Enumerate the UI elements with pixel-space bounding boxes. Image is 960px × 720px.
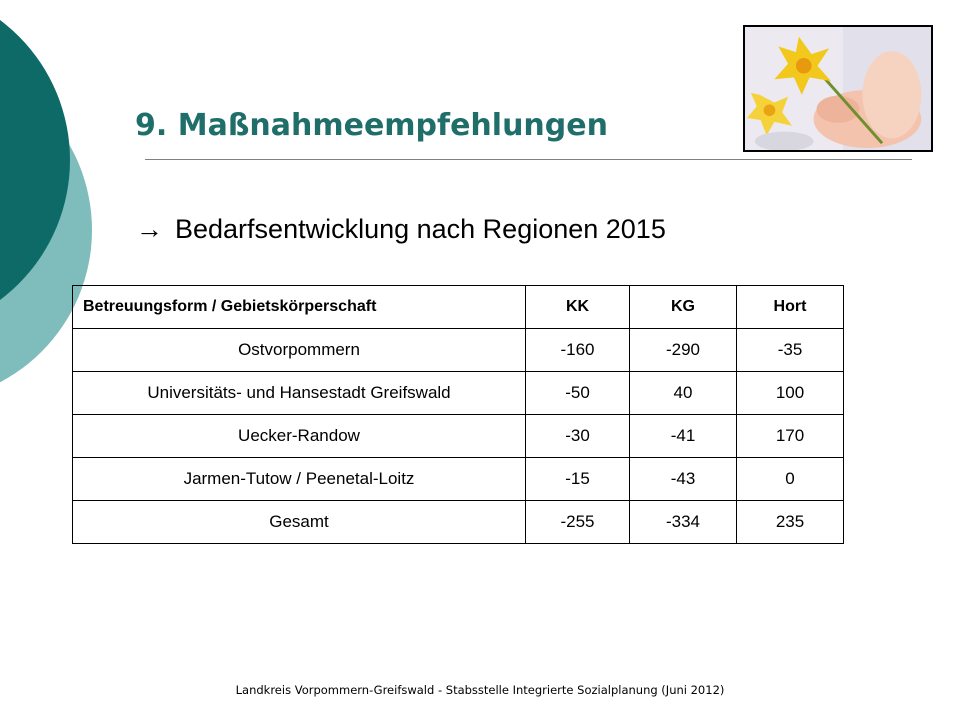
kk-cell: -50 <box>525 371 630 415</box>
table-row: Universitäts- und Hansestadt Greifswald … <box>72 371 844 415</box>
region-cell: Uecker-Randow <box>72 414 526 458</box>
region-cell: Gesamt <box>72 500 526 544</box>
hort-cell: 100 <box>736 371 844 415</box>
footer-text: Landkreis Vorpommern-Greifswald - Stabss… <box>235 683 725 697</box>
kk-cell: -160 <box>525 328 630 372</box>
header-kg: KG <box>629 285 737 329</box>
title-divider <box>145 159 912 160</box>
kk-cell: -30 <box>525 414 630 458</box>
kg-cell: 40 <box>629 371 737 415</box>
table-row-total: Gesamt -255 -334 235 <box>72 500 844 544</box>
hort-cell: -35 <box>736 328 844 372</box>
demand-table: Betreuungsform / Gebietskörperschaft KK … <box>72 285 844 544</box>
daffodil-hands-photo <box>743 25 933 152</box>
header-hort: Hort <box>736 285 844 329</box>
table-header-row: Betreuungsform / Gebietskörperschaft KK … <box>72 285 844 329</box>
subtitle: → Bedarfsentwicklung nach Regionen 2015 <box>136 214 666 245</box>
kg-cell: -290 <box>629 328 737 372</box>
kk-cell: -15 <box>525 457 630 501</box>
decorative-circles <box>0 20 92 383</box>
kg-cell: -43 <box>629 457 737 501</box>
header-betreuungsform: Betreuungsform / Gebietskörperschaft <box>72 285 526 329</box>
region-cell: Jarmen-Tutow / Peenetal-Loitz <box>72 457 526 501</box>
hort-cell: 0 <box>736 457 844 501</box>
kg-cell: -41 <box>629 414 737 458</box>
region-cell: Ostvorpommern <box>72 328 526 372</box>
hort-cell: 170 <box>736 414 844 458</box>
table-row: Jarmen-Tutow / Peenetal-Loitz -15 -43 0 <box>72 457 844 501</box>
dark-circle <box>0 20 70 300</box>
kg-cell: -334 <box>629 500 737 544</box>
hort-cell: 235 <box>736 500 844 544</box>
slide-title: 9. Maßnahmeempfehlungen <box>135 108 608 143</box>
kk-cell: -255 <box>525 500 630 544</box>
region-cell: Universitäts- und Hansestadt Greifswald <box>72 371 526 415</box>
header-kk: KK <box>525 285 630 329</box>
table-row: Ostvorpommern -160 -290 -35 <box>72 328 844 372</box>
subtitle-text: Bedarfsentwicklung nach Regionen 2015 <box>175 214 666 244</box>
table-row: Uecker-Randow -30 -41 170 <box>72 414 844 458</box>
arrow-right-icon: → <box>136 214 163 244</box>
